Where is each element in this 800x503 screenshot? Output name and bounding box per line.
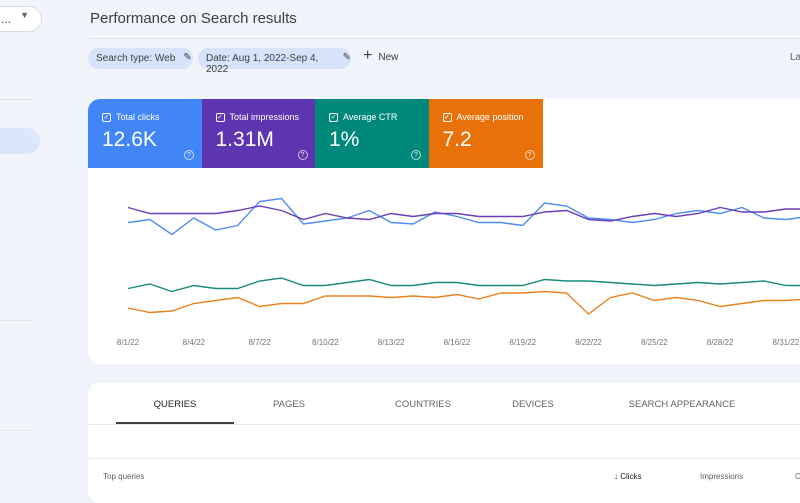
sidebar-item-performance[interactable] — [0, 128, 40, 154]
new-filter-button[interactable]: + New — [363, 47, 399, 65]
x-tick-label: 8/4/22 — [183, 338, 206, 347]
chip-label: Search type: Web — [96, 53, 176, 64]
header-divider — [88, 38, 800, 39]
column-header-clicks[interactable]: ↓ Clicks — [614, 472, 642, 481]
metric-name: Total impressions — [229, 112, 300, 122]
filter-chip-date[interactable]: Date: Aug 1, 2022-Sep 4, 2022 ✎ — [198, 48, 351, 75]
metric-name: Total clicks — [116, 112, 160, 122]
checkbox-checked-icon[interactable]: ✓ — [102, 112, 111, 122]
metric-tile-average-position[interactable]: ✓ Average position 7.2? — [428, 99, 543, 168]
series-line-average-position — [127, 290, 800, 315]
checkbox-checked-icon[interactable]: ✓ — [215, 112, 225, 122]
tab-countries[interactable]: COUNTRIES — [395, 399, 451, 410]
last-updated-text: La — [790, 52, 800, 63]
column-label: Clicks — [620, 472, 642, 481]
checkbox-checked-icon[interactable]: ✓ — [442, 112, 452, 122]
checkbox-checked-icon[interactable]: ✓ — [329, 112, 338, 122]
metric-label: ✓ Average position — [442, 112, 543, 122]
filter-row-divider — [88, 458, 800, 459]
pencil-icon: ✎ — [342, 52, 351, 63]
chip-label: Date: Aug 1, 2022-Sep 4, 2022 — [206, 53, 319, 75]
metric-name: Average position — [456, 112, 524, 122]
metric-value: 12.6K — [102, 128, 157, 151]
x-tick-label: 8/25/22 — [641, 338, 668, 347]
tab-pages[interactable]: PAGES — [272, 399, 306, 410]
help-icon[interactable]: ? — [297, 150, 308, 160]
help-icon[interactable]: ? — [524, 150, 535, 160]
pencil-icon: ✎ — [183, 52, 192, 63]
x-tick-label: 8/22/22 — [575, 338, 602, 347]
tabs-divider — [88, 424, 800, 425]
metric-label: ✓ Average CTR — [329, 112, 429, 122]
x-tick-label: 8/16/22 — [444, 338, 471, 347]
property-dropdown[interactable]: ... ▼ — [0, 6, 42, 32]
series-line-average-ctr — [127, 277, 800, 293]
x-tick-label: 8/1/22 — [117, 338, 140, 347]
metric-value: 1% — [329, 128, 360, 151]
property-dropdown-value: ... — [1, 12, 12, 26]
caret-down-icon: ▼ — [20, 10, 29, 20]
help-icon[interactable]: ? — [184, 150, 194, 160]
performance-chart-card: ✓ Total clicks 12.6K? ✓ Total impressions 1.3… — [88, 99, 800, 364]
filter-chip-search-type[interactable]: Search type: Web ✎ — [88, 48, 193, 69]
plus-icon: + — [363, 47, 373, 64]
metric-tile-total-impressions[interactable]: ✓ Total impressions 1.31M? — [201, 99, 316, 168]
sidebar-divider — [0, 320, 32, 321]
metric-label: ✓ Total clicks — [102, 112, 202, 122]
x-tick-label: 8/19/22 — [509, 338, 536, 347]
sort-arrow-down-icon: ↓ — [614, 472, 621, 481]
performance-chart: 8/1/22 8/4/22 8/7/22 8/10/22 8/13/22 8/16/22 8… — [117, 197, 800, 347]
series-line-total-clicks — [127, 197, 800, 236]
series-line-total-impressions — [127, 205, 800, 222]
page-title: Performance on Search results — [90, 10, 297, 27]
column-header-ctr[interactable]: C — [795, 472, 800, 481]
x-tick-label: 8/28/22 — [707, 338, 734, 347]
tab-devices[interactable]: DEVICES — [512, 399, 554, 410]
column-header-impressions[interactable]: Impressions — [700, 472, 744, 481]
x-tick-label: 8/10/22 — [312, 338, 339, 347]
metric-tile-average-ctr[interactable]: ✓ Average CTR 1%? — [315, 99, 429, 168]
new-label: New — [378, 52, 399, 63]
metric-label: ✓ Total impressions — [215, 112, 316, 122]
column-header-top-queries: Top queries — [103, 472, 145, 481]
tab-queries[interactable]: QUERIES — [153, 399, 197, 410]
help-icon[interactable]: ? — [411, 150, 421, 160]
metric-tile-total-clicks[interactable]: ✓ Total clicks 12.6K? — [88, 99, 202, 168]
results-table-card: QUERIES PAGES COUNTRIES DEVICES SEARCH APPEA… — [88, 383, 800, 503]
metric-value: 1.31M — [215, 128, 274, 151]
tab-search-appearance[interactable]: SEARCH APPEARANCE — [628, 399, 736, 410]
sidebar-divider — [0, 99, 32, 100]
x-tick-label: 8/13/22 — [378, 338, 405, 347]
metric-value: 7.2 — [442, 128, 472, 151]
metric-name: Average CTR — [343, 112, 398, 122]
active-tab-indicator — [116, 422, 234, 424]
x-tick-label: 8/31/22 — [773, 338, 800, 347]
sidebar-divider — [0, 430, 32, 431]
x-tick-label: 8/7/22 — [248, 338, 271, 347]
